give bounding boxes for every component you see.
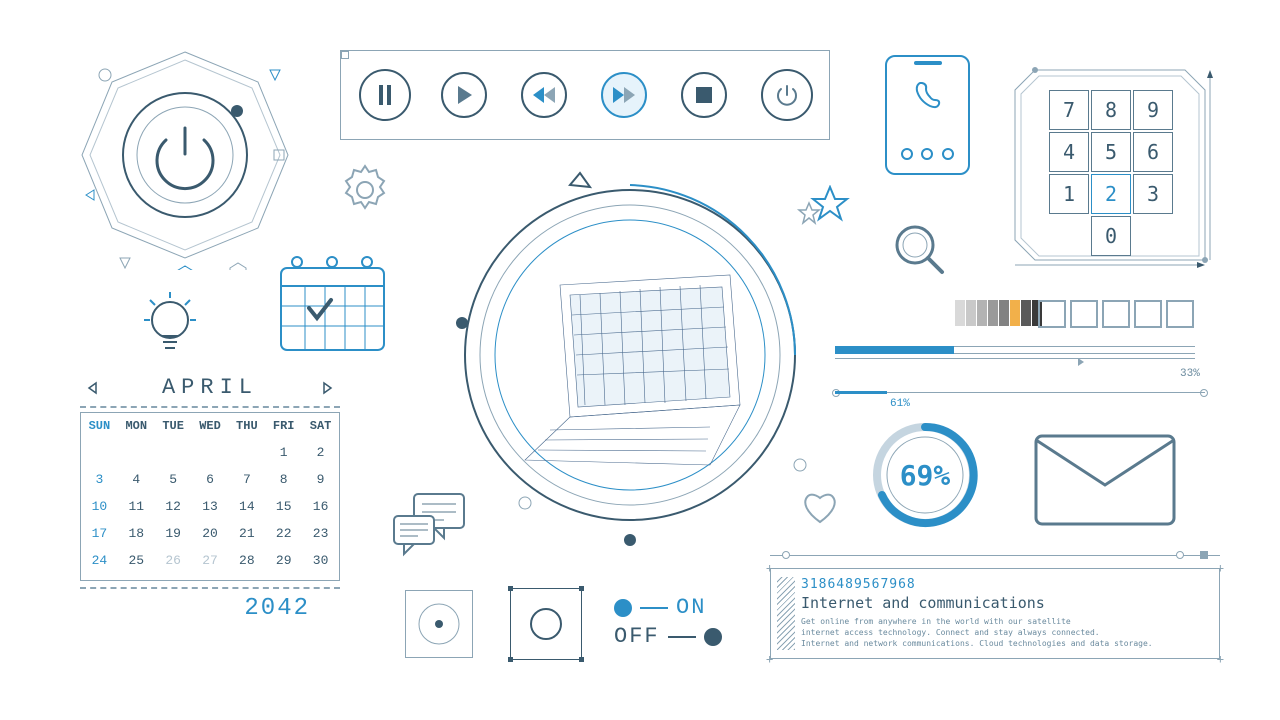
progress-2-label: 61% <box>890 398 910 410</box>
info-body: Get online from anywhere in the world wi… <box>801 616 1209 650</box>
power-octagon-widget <box>70 40 300 270</box>
info-number: 3186489567968 <box>801 577 1209 592</box>
media-power-button[interactable] <box>761 69 813 121</box>
keypad-key-9[interactable]: 9 <box>1133 90 1173 130</box>
keypad-grid: 789 456 1230 <box>1049 90 1173 256</box>
keypad-key-5[interactable]: 5 <box>1091 132 1131 172</box>
calendar-next-button[interactable] <box>320 381 334 395</box>
svg-text:69%: 69% <box>900 459 951 492</box>
progress-squares <box>1038 300 1194 328</box>
keypad-key-7[interactable]: 7 <box>1049 90 1089 130</box>
info-panel: ++++ 3186489567968 Internet and communic… <box>770 555 1220 659</box>
keypad-key-4[interactable]: 4 <box>1049 132 1089 172</box>
pause-button[interactable] <box>359 69 411 121</box>
calendar-year: 2042 <box>80 595 340 622</box>
calendar-month: APRIL <box>162 375 258 400</box>
keypad-key-6[interactable]: 6 <box>1133 132 1173 172</box>
play-button[interactable] <box>441 72 487 118</box>
keypad-key-0[interactable]: 0 <box>1091 216 1131 256</box>
circular-gauge: 69% <box>870 420 980 530</box>
toggle-on-label: ON <box>676 595 706 620</box>
rewind-button[interactable] <box>521 72 567 118</box>
calendar-widget: APRIL SUNMONTUEWEDTHUFRISAT1234567891011… <box>80 375 340 622</box>
keypad-key-1[interactable]: 1 <box>1049 174 1089 214</box>
phone-call-icon <box>887 77 968 118</box>
record-icon[interactable] <box>405 590 473 658</box>
keypad-key-8[interactable]: 8 <box>1091 90 1131 130</box>
calendar-grid: SUNMONTUEWEDTHUFRISAT1234567891011121314… <box>81 413 339 574</box>
progress-bar-2 <box>835 392 1205 393</box>
color-shade-strip <box>955 300 1042 326</box>
progress-bar-1 <box>835 346 1195 354</box>
stop-button[interactable] <box>681 72 727 118</box>
gear-icon <box>335 160 395 220</box>
center-laptop-widget <box>430 155 830 555</box>
on-off-toggle[interactable]: ON OFF <box>614 595 722 653</box>
keypad-widget: 789 456 1230 <box>1005 60 1215 270</box>
info-title: Internet and communications <box>801 594 1209 612</box>
lightbulb-icon <box>140 290 200 365</box>
media-player <box>340 50 830 140</box>
magnifier-icon[interactable] <box>890 220 950 280</box>
progress-1-label: 33% <box>1180 368 1200 380</box>
phone-widget[interactable] <box>885 55 970 175</box>
fast-forward-button[interactable] <box>601 72 647 118</box>
envelope-icon[interactable] <box>1030 430 1180 530</box>
keypad-key-3[interactable]: 3 <box>1133 174 1173 214</box>
keypad-key-2[interactable]: 2 <box>1091 174 1131 214</box>
calendar-icon <box>275 250 390 355</box>
calendar-prev-button[interactable] <box>86 381 100 395</box>
target-icon[interactable] <box>510 588 582 660</box>
toggle-off-label: OFF <box>614 624 660 649</box>
